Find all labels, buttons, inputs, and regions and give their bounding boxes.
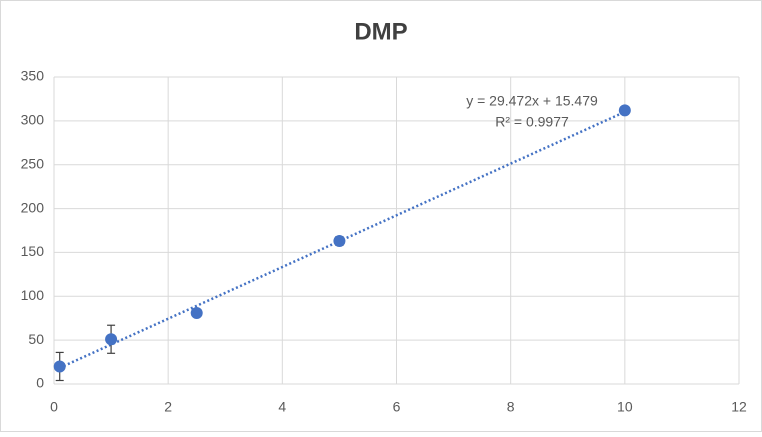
x-tick-label: 8 bbox=[507, 399, 515, 415]
x-tick-label: 6 bbox=[393, 399, 401, 415]
y-tick-label: 0 bbox=[36, 375, 44, 391]
y-tick-label: 250 bbox=[21, 155, 45, 171]
y-tick-label: 350 bbox=[21, 68, 45, 84]
trendline-equation: y = 29.472x + 15.479 bbox=[466, 93, 598, 109]
data-point bbox=[190, 306, 203, 319]
x-tick-label: 4 bbox=[278, 399, 286, 415]
data-point bbox=[618, 104, 631, 117]
y-tick-label: 50 bbox=[28, 331, 44, 347]
y-tick-label: 150 bbox=[21, 243, 45, 259]
chart-title: DMP bbox=[354, 18, 407, 45]
x-tick-label: 10 bbox=[617, 399, 633, 415]
data-point bbox=[105, 333, 118, 346]
y-tick-label: 100 bbox=[21, 287, 45, 303]
y-tick-label: 200 bbox=[21, 199, 45, 215]
x-tick-label: 2 bbox=[164, 399, 172, 415]
data-point bbox=[333, 235, 346, 248]
data-point bbox=[53, 360, 66, 373]
y-tick-label: 300 bbox=[21, 112, 45, 128]
x-tick-label: 12 bbox=[731, 399, 747, 415]
trendline-r2: R² = 0.9977 bbox=[495, 114, 569, 130]
x-tick-label: 0 bbox=[50, 399, 58, 415]
